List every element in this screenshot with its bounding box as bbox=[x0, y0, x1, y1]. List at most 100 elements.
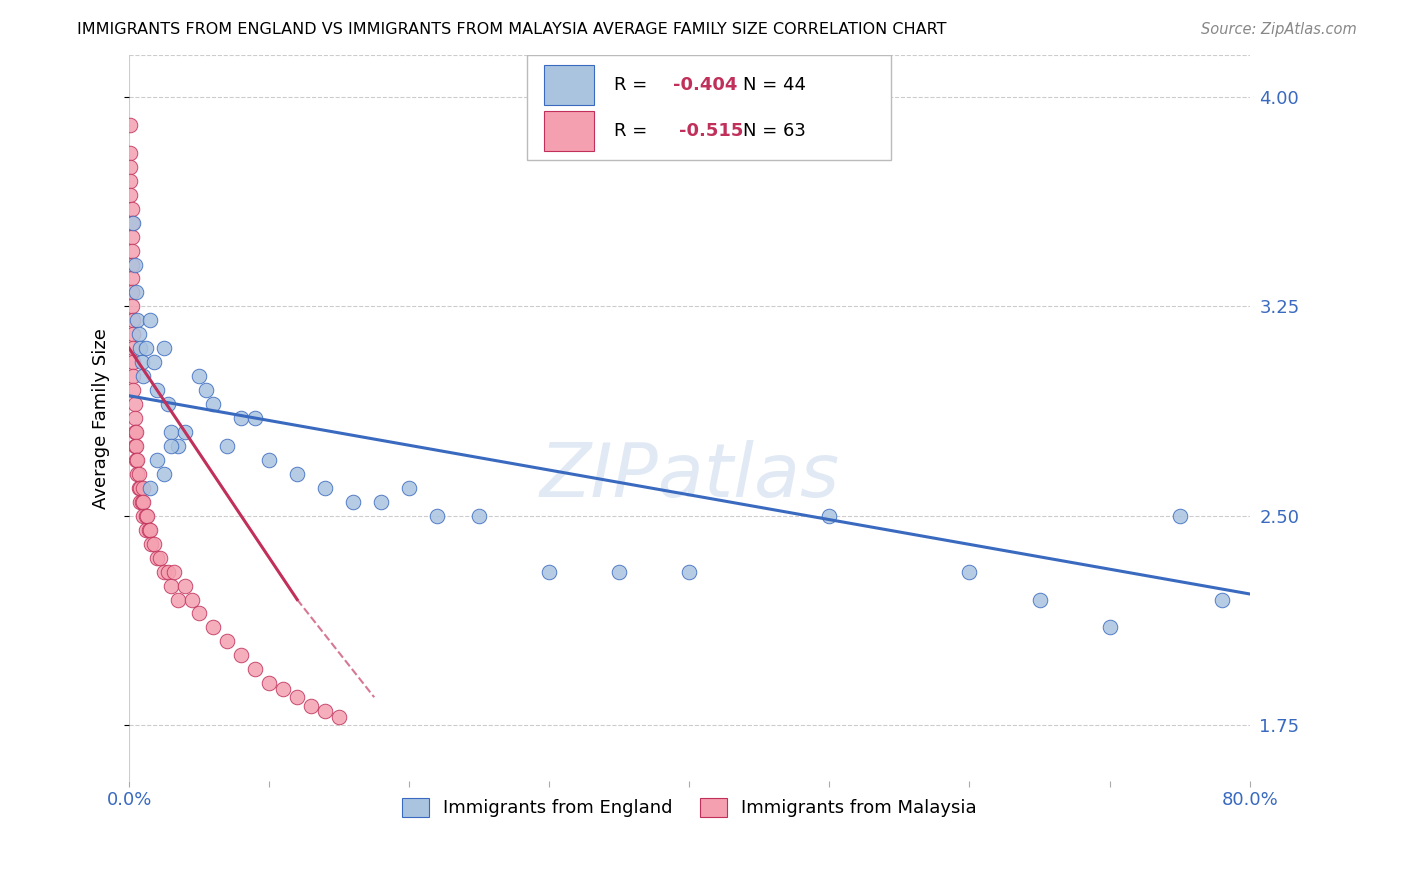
Point bbox=[314, 481, 336, 495]
Text: Source: ZipAtlas.com: Source: ZipAtlas.com bbox=[1201, 22, 1357, 37]
Point bbox=[299, 698, 322, 713]
Point bbox=[135, 523, 157, 537]
Point bbox=[174, 578, 197, 592]
Point bbox=[271, 681, 294, 696]
Point bbox=[149, 550, 172, 565]
Point bbox=[678, 565, 700, 579]
Point bbox=[127, 313, 149, 327]
Point bbox=[121, 229, 143, 244]
Point bbox=[131, 355, 153, 369]
Point bbox=[285, 467, 308, 481]
Point bbox=[124, 439, 146, 453]
Point bbox=[188, 607, 211, 621]
Point bbox=[538, 565, 561, 579]
Point bbox=[328, 710, 350, 724]
Point bbox=[121, 202, 143, 216]
Point bbox=[257, 453, 280, 467]
Point bbox=[125, 453, 148, 467]
Point bbox=[202, 397, 225, 411]
Point bbox=[125, 439, 148, 453]
Point bbox=[1168, 508, 1191, 523]
Point bbox=[160, 425, 183, 439]
Point bbox=[153, 565, 176, 579]
Point bbox=[314, 704, 336, 718]
Point bbox=[143, 355, 166, 369]
Point bbox=[122, 327, 145, 342]
Point bbox=[285, 690, 308, 705]
Point bbox=[121, 244, 143, 258]
Point bbox=[157, 565, 180, 579]
Point bbox=[124, 411, 146, 425]
Point bbox=[121, 216, 143, 230]
Point bbox=[146, 453, 169, 467]
Point bbox=[124, 258, 146, 272]
Point bbox=[143, 537, 166, 551]
Point bbox=[174, 425, 197, 439]
Point bbox=[129, 481, 152, 495]
Point bbox=[139, 523, 162, 537]
Point bbox=[120, 187, 142, 202]
Point bbox=[1211, 592, 1233, 607]
Point bbox=[135, 341, 157, 355]
Point bbox=[122, 313, 145, 327]
Point bbox=[122, 216, 145, 230]
Point bbox=[121, 285, 143, 300]
Point bbox=[243, 662, 266, 676]
Point bbox=[127, 467, 149, 481]
Point bbox=[139, 313, 162, 327]
Text: -0.404: -0.404 bbox=[672, 76, 737, 94]
Text: R =: R = bbox=[614, 76, 654, 94]
Point bbox=[125, 425, 148, 439]
Point bbox=[153, 467, 176, 481]
Point bbox=[132, 495, 155, 509]
Point bbox=[1098, 620, 1121, 634]
Point bbox=[157, 397, 180, 411]
Point bbox=[132, 481, 155, 495]
Point bbox=[231, 648, 253, 663]
Point bbox=[122, 369, 145, 384]
Point bbox=[135, 508, 157, 523]
Text: N = 63: N = 63 bbox=[744, 122, 806, 140]
Point bbox=[120, 145, 142, 160]
Text: N = 44: N = 44 bbox=[744, 76, 806, 94]
Point bbox=[1028, 592, 1050, 607]
Point bbox=[181, 592, 204, 607]
Point bbox=[131, 495, 153, 509]
Point bbox=[217, 634, 239, 648]
Point bbox=[122, 383, 145, 397]
Point bbox=[132, 369, 155, 384]
FancyBboxPatch shape bbox=[527, 55, 891, 161]
Point bbox=[163, 565, 186, 579]
Point bbox=[132, 508, 155, 523]
Point bbox=[122, 341, 145, 355]
Point bbox=[202, 620, 225, 634]
FancyBboxPatch shape bbox=[544, 111, 595, 151]
Point bbox=[398, 481, 420, 495]
Point bbox=[128, 467, 150, 481]
Point bbox=[167, 592, 190, 607]
FancyBboxPatch shape bbox=[544, 64, 595, 104]
Text: -0.515: -0.515 bbox=[679, 122, 744, 140]
Text: IMMIGRANTS FROM ENGLAND VS IMMIGRANTS FROM MALAYSIA AVERAGE FAMILY SIZE CORRELAT: IMMIGRANTS FROM ENGLAND VS IMMIGRANTS FR… bbox=[77, 22, 946, 37]
Point bbox=[160, 439, 183, 453]
Point bbox=[120, 118, 142, 132]
Point bbox=[243, 411, 266, 425]
Point bbox=[120, 174, 142, 188]
Point bbox=[217, 439, 239, 453]
Point bbox=[426, 508, 449, 523]
Point bbox=[370, 495, 392, 509]
Point bbox=[153, 341, 176, 355]
Point bbox=[468, 508, 491, 523]
Point bbox=[128, 481, 150, 495]
Point bbox=[342, 495, 364, 509]
Point bbox=[136, 508, 159, 523]
Point bbox=[959, 565, 981, 579]
Point bbox=[188, 369, 211, 384]
Point bbox=[167, 439, 190, 453]
Point bbox=[146, 550, 169, 565]
Point bbox=[138, 523, 160, 537]
Point bbox=[257, 676, 280, 690]
Point bbox=[124, 425, 146, 439]
Point bbox=[121, 271, 143, 285]
Legend: Immigrants from England, Immigrants from Malaysia: Immigrants from England, Immigrants from… bbox=[392, 789, 986, 826]
